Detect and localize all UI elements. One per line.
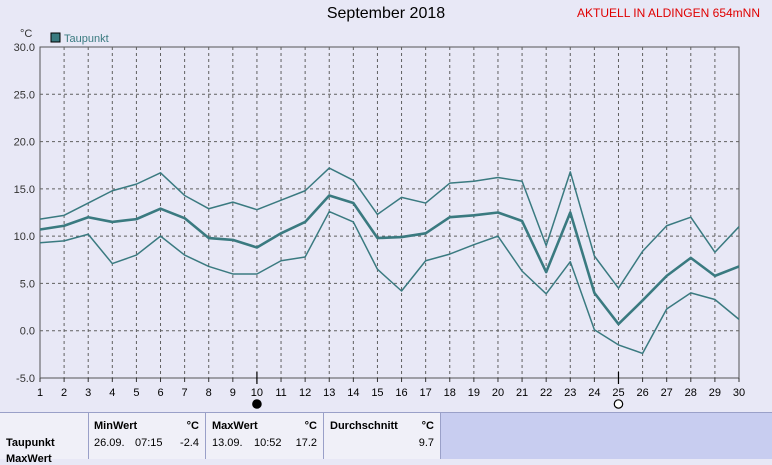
- full-moon-icon: [613, 399, 624, 409]
- y-tick-label: 25.0: [14, 89, 35, 101]
- max-time: 10:52: [254, 437, 282, 449]
- x-tick-label: 5: [133, 387, 139, 399]
- avg-unit: °C: [421, 420, 434, 432]
- x-tick-labels: 1 2 3 4 5 6 7 8 9 10 11 12 13 14 15 16 17 18 19 20 21 22 23 24 2…: [37, 387, 745, 399]
- x-tick-label: 20: [492, 387, 504, 399]
- moon-markers: [252, 372, 624, 409]
- y-tick-label: 15.0: [14, 184, 35, 196]
- x-tick-label: 17: [420, 387, 432, 399]
- chart-title: September 2018: [326, 5, 446, 22]
- stats-row-label-2: MaxWert: [6, 453, 52, 465]
- x-tick-label: 9: [230, 387, 236, 399]
- y-tick-labels: 30.0 25.0 20.0 15.0 10.0 5.0 0.0 -5.0: [14, 42, 35, 385]
- stats-avg-cell: Durchschnitt °C 9.7: [324, 413, 441, 459]
- x-tick-label: 12: [299, 387, 311, 399]
- y-tick-label: 10.0: [14, 231, 35, 243]
- y-tick-label: -5.0: [16, 373, 35, 385]
- x-tick-label: 23: [564, 387, 576, 399]
- min-header: MinWert: [94, 420, 138, 432]
- x-tick-label: 6: [157, 387, 163, 399]
- max-value: 17.2: [295, 437, 317, 449]
- x-tick-label: 13: [323, 387, 335, 399]
- x-tick-label: 25: [612, 387, 624, 399]
- x-tick-label: 8: [206, 387, 212, 399]
- x-tick-label: 24: [588, 387, 600, 399]
- x-tick-label: 10: [251, 387, 263, 399]
- min-unit: °C: [186, 420, 199, 432]
- dewpoint-chart: °C Taupunkt 30.0 25.0 20.0 15.0 10.0 5.0 0.0 -5…: [14, 28, 745, 409]
- x-tick-label: 15: [371, 387, 383, 399]
- series-line-mittel: [39, 194, 740, 326]
- station-label: AKTUELL IN ALDINGEN 654mNN: [577, 6, 760, 20]
- y-tick-label: 20.0: [14, 137, 35, 149]
- x-tick-label: 30: [733, 387, 745, 399]
- min-time: 07:15: [135, 437, 163, 449]
- x-tick-label: 14: [347, 387, 359, 399]
- series-line-min: [39, 210, 740, 355]
- y-tick-label: 30.0: [14, 42, 35, 54]
- x-tick-label: 3: [85, 387, 91, 399]
- x-tick-label: 22: [540, 387, 552, 399]
- stats-label-cell: Taupunkt MaxWert: [0, 413, 89, 465]
- x-tick-label: 11: [275, 387, 286, 399]
- x-tick-label: 18: [444, 387, 456, 399]
- x-tick-label: 2: [61, 387, 67, 399]
- x-tick-label: 16: [395, 387, 407, 399]
- x-tick-label: 27: [661, 387, 673, 399]
- x-tick-label: 19: [468, 387, 480, 399]
- x-tick-label: 4: [109, 387, 115, 399]
- x-tick-label: 1: [37, 387, 43, 399]
- new-moon-icon: [252, 399, 262, 409]
- x-tick-label: 7: [182, 387, 188, 399]
- x-tick-label: 29: [709, 387, 721, 399]
- series-line-max: [39, 167, 740, 289]
- legend-label: Taupunkt: [64, 33, 109, 45]
- x-tick-label: 21: [516, 387, 528, 399]
- stats-row-label: Taupunkt: [6, 437, 55, 449]
- x-tick-label: 28: [685, 387, 697, 399]
- x-tick-label: 26: [636, 387, 648, 399]
- grid-lines: [39, 47, 740, 382]
- y-tick-label: 5.0: [20, 278, 35, 290]
- y-axis-unit: °C: [20, 28, 32, 40]
- max-unit: °C: [304, 420, 317, 432]
- min-value: -2.4: [180, 437, 199, 449]
- max-date: 13.09.: [212, 437, 243, 449]
- y-tick-label: 0.0: [20, 326, 35, 338]
- avg-value: 9.7: [418, 437, 434, 449]
- stats-panel: Taupunkt MaxWert MinWert °C 26.09. 07:15…: [0, 412, 772, 465]
- max-header: MaxWert: [212, 420, 258, 432]
- legend-swatch: [50, 32, 61, 43]
- stats-min-cell: MinWert °C 26.09. 07:15 -2.4: [89, 413, 206, 459]
- avg-header: Durchschnitt: [330, 420, 398, 432]
- stats-max-cell: MaxWert °C 13.09. 10:52 17.2: [206, 413, 324, 459]
- plot-area: [39, 46, 740, 379]
- series-lines: [39, 167, 740, 355]
- min-date: 26.09.: [94, 437, 125, 449]
